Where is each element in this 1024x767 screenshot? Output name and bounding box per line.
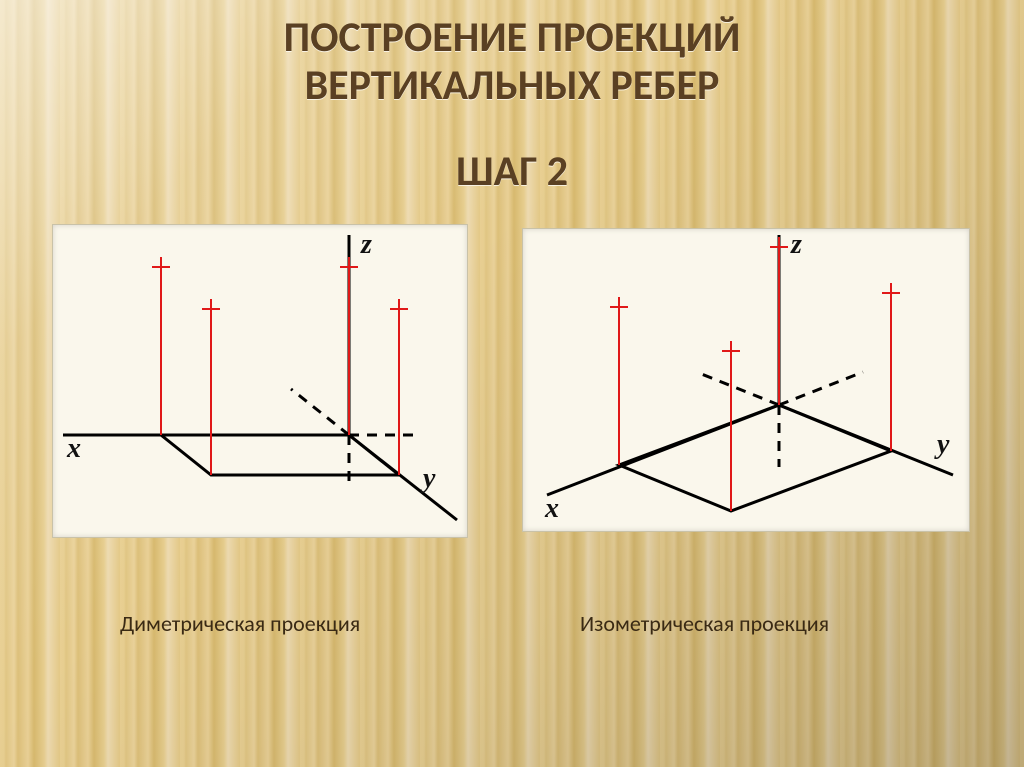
step-label: ШАГ 2 bbox=[0, 146, 1024, 197]
dimetric-diagram: z x y bbox=[53, 225, 467, 537]
axis-label-x: x bbox=[66, 433, 81, 464]
title-line-1: ПОСТРОЕНИЕ ПРОЕКЦИЙ bbox=[284, 12, 741, 63]
dimetric-caption: Диметрическая проекция bbox=[120, 610, 360, 637]
slide: ПОСТРОЕНИЕ ПРОЕКЦИЙ ВЕРТИКАЛЬНЫХ РЕБЕР Ш… bbox=[0, 0, 1024, 767]
isometric-caption: Изометрическая проекция bbox=[580, 610, 829, 637]
slide-title: ПОСТРОЕНИЕ ПРОЕКЦИЙ ВЕРТИКАЛЬНЫХ РЕБЕР bbox=[0, 14, 1024, 111]
axis-label-z: z bbox=[360, 229, 372, 260]
dimetric-panel: z x y bbox=[52, 224, 468, 538]
axis-label-y: y bbox=[420, 463, 436, 494]
title-line-2: ВЕРТИКАЛЬНЫХ РЕБЕР bbox=[305, 60, 720, 111]
axis-label-z: z bbox=[790, 229, 802, 260]
isometric-diagram: z x y bbox=[523, 229, 969, 531]
isometric-panel: z x y bbox=[522, 228, 970, 532]
axis-label-y: y bbox=[934, 429, 950, 460]
axis-label-x: x bbox=[544, 493, 559, 524]
